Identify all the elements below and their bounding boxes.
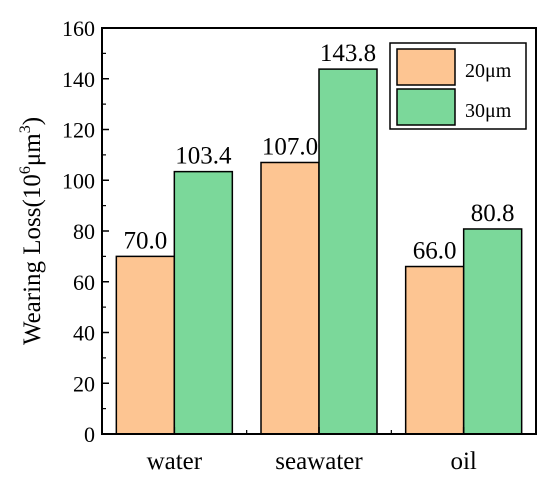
data-label-oil-30um: 80.8	[471, 200, 515, 227]
y-tick-label: 60	[73, 270, 95, 295]
x-axis: water seawater oil	[147, 427, 477, 475]
y-tick-label: 140	[62, 67, 95, 92]
plot-frame	[101, 27, 537, 435]
bar-seawater-20um	[260, 161, 320, 435]
x-tick-label-seawater: seawater	[275, 448, 363, 475]
bar-water-20um	[115, 255, 176, 435]
y-axis: 0 20 40 60 80 100 120 140 160	[62, 16, 109, 447]
data-label-water-20um: 70.0	[123, 227, 167, 254]
data-label-seawater-30um: 143.8	[320, 40, 376, 67]
y-tick-label: 120	[62, 118, 95, 143]
legend-swatch-20um	[396, 48, 456, 86]
y-axis-label-exp1: 6	[17, 166, 34, 174]
bars	[115, 68, 523, 435]
x-tick-label-oil: oil	[450, 448, 476, 475]
y-axis-label-exp2: 3	[17, 125, 34, 133]
data-labels: 70.0 103.4 107.0 143.8 66.0 80.8	[123, 40, 514, 264]
y-tick-label: 80	[73, 219, 95, 244]
y-axis-label-close: )	[19, 117, 46, 125]
y-axis-label-main: Wearing Loss(10	[19, 174, 46, 345]
data-label-seawater-20um: 107.0	[262, 133, 318, 160]
legend: 20μm 30μm	[389, 42, 527, 130]
legend-label-20um: 20μm	[465, 60, 512, 82]
y-tick-label: 160	[62, 16, 95, 41]
legend-label-30um: 30μm	[465, 100, 512, 122]
bar-seawater-30um	[318, 68, 378, 435]
bar-oil-30um	[462, 228, 523, 435]
bar-oil-20um	[404, 265, 465, 435]
legend-swatch-30um	[396, 88, 456, 126]
y-tick-label: 20	[73, 371, 95, 396]
y-axis-label: Wearing Loss(106μm3)	[17, 117, 46, 345]
x-tick-label-water: water	[147, 448, 203, 475]
y-tick-label: 100	[62, 168, 95, 193]
y-axis-label-unit: μm	[19, 133, 46, 166]
data-label-water-30um: 103.4	[175, 143, 232, 170]
y-tick-label: 0	[84, 422, 95, 447]
y-tick-label: 40	[73, 321, 95, 346]
bar-water-30um	[173, 170, 234, 435]
data-label-oil-20um: 66.0	[413, 238, 457, 265]
